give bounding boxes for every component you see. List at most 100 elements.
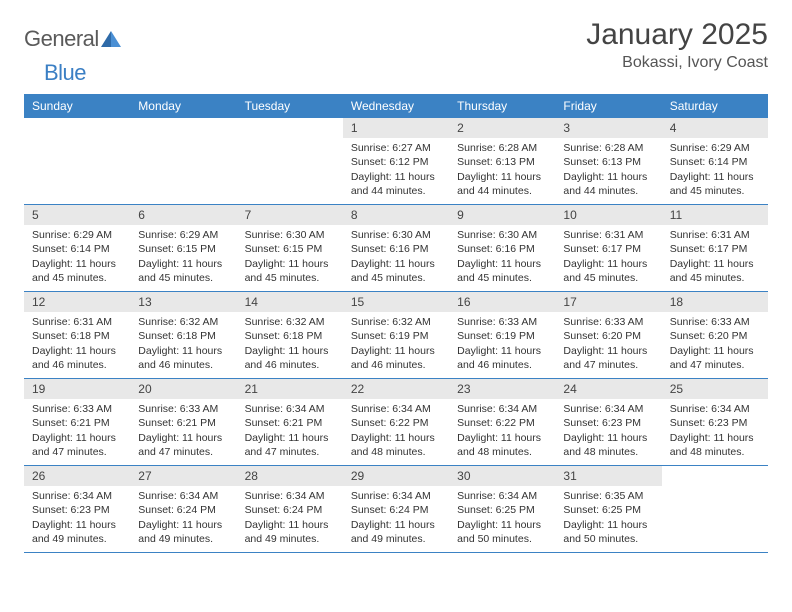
sunset-text: Sunset: 6:24 PM [245,503,335,517]
sunset-text: Sunset: 6:12 PM [351,155,441,169]
sunrise-text: Sunrise: 6:31 AM [563,228,653,242]
daylight-text: Daylight: 11 hours and 50 minutes. [563,518,653,546]
sunrise-text: Sunrise: 6:34 AM [245,402,335,416]
sunrise-text: Sunrise: 6:34 AM [32,489,122,503]
brand-logo: General [24,18,123,52]
sunset-text: Sunset: 6:18 PM [245,329,335,343]
weeks-container: 1Sunrise: 6:27 AMSunset: 6:12 PMDaylight… [24,118,768,553]
day-header: Thursday [449,94,555,118]
daylight-text: Daylight: 11 hours and 45 minutes. [670,170,760,198]
day-number: 31 [555,466,661,486]
calendar-cell: 12Sunrise: 6:31 AMSunset: 6:18 PMDayligh… [24,292,130,378]
cell-body: Sunrise: 6:32 AMSunset: 6:19 PMDaylight:… [343,312,449,378]
sunrise-text: Sunrise: 6:29 AM [32,228,122,242]
sunrise-text: Sunrise: 6:33 AM [563,315,653,329]
sunset-text: Sunset: 6:25 PM [563,503,653,517]
day-header: Sunday [24,94,130,118]
sunset-text: Sunset: 6:17 PM [563,242,653,256]
sunrise-text: Sunrise: 6:34 AM [351,402,441,416]
day-number: 21 [237,379,343,399]
cell-body: Sunrise: 6:34 AMSunset: 6:25 PMDaylight:… [449,486,555,552]
calendar-cell: 2Sunrise: 6:28 AMSunset: 6:13 PMDaylight… [449,118,555,204]
daylight-text: Daylight: 11 hours and 45 minutes. [670,257,760,285]
day-number: 20 [130,379,236,399]
sunrise-text: Sunrise: 6:34 AM [138,489,228,503]
cell-body: Sunrise: 6:33 AMSunset: 6:21 PMDaylight:… [130,399,236,465]
day-number: 8 [343,205,449,225]
sunrise-text: Sunrise: 6:33 AM [670,315,760,329]
daylight-text: Daylight: 11 hours and 47 minutes. [138,431,228,459]
sunrise-text: Sunrise: 6:31 AM [670,228,760,242]
cell-body: Sunrise: 6:34 AMSunset: 6:23 PMDaylight:… [24,486,130,552]
calendar-cell: 21Sunrise: 6:34 AMSunset: 6:21 PMDayligh… [237,379,343,465]
daylight-text: Daylight: 11 hours and 46 minutes. [245,344,335,372]
calendar-cell: 1Sunrise: 6:27 AMSunset: 6:12 PMDaylight… [343,118,449,204]
calendar-cell-empty [237,118,343,204]
calendar-cell: 25Sunrise: 6:34 AMSunset: 6:23 PMDayligh… [662,379,768,465]
day-header: Wednesday [343,94,449,118]
calendar-cell: 4Sunrise: 6:29 AMSunset: 6:14 PMDaylight… [662,118,768,204]
cell-body: Sunrise: 6:34 AMSunset: 6:23 PMDaylight:… [555,399,661,465]
calendar-cell: 17Sunrise: 6:33 AMSunset: 6:20 PMDayligh… [555,292,661,378]
sunrise-text: Sunrise: 6:34 AM [563,402,653,416]
sunrise-text: Sunrise: 6:33 AM [32,402,122,416]
daylight-text: Daylight: 11 hours and 44 minutes. [351,170,441,198]
calendar-cell: 24Sunrise: 6:34 AMSunset: 6:23 PMDayligh… [555,379,661,465]
sunrise-text: Sunrise: 6:29 AM [138,228,228,242]
daylight-text: Daylight: 11 hours and 48 minutes. [563,431,653,459]
day-number: 26 [24,466,130,486]
calendar-cell-empty [130,118,236,204]
daylight-text: Daylight: 11 hours and 47 minutes. [32,431,122,459]
daylight-text: Daylight: 11 hours and 45 minutes. [32,257,122,285]
day-number: 6 [130,205,236,225]
sunset-text: Sunset: 6:23 PM [563,416,653,430]
daylight-text: Daylight: 11 hours and 49 minutes. [351,518,441,546]
daylight-text: Daylight: 11 hours and 46 minutes. [138,344,228,372]
daylight-text: Daylight: 11 hours and 46 minutes. [32,344,122,372]
daylight-text: Daylight: 11 hours and 48 minutes. [670,431,760,459]
day-number: 11 [662,205,768,225]
calendar-cell: 30Sunrise: 6:34 AMSunset: 6:25 PMDayligh… [449,466,555,552]
triangle-icon [101,31,121,47]
sunrise-text: Sunrise: 6:30 AM [457,228,547,242]
day-number: 23 [449,379,555,399]
daylight-text: Daylight: 11 hours and 44 minutes. [457,170,547,198]
calendar-cell: 23Sunrise: 6:34 AMSunset: 6:22 PMDayligh… [449,379,555,465]
location-text: Bokassi, Ivory Coast [586,54,768,72]
daylight-text: Daylight: 11 hours and 48 minutes. [457,431,547,459]
day-number: 17 [555,292,661,312]
calendar-cell: 11Sunrise: 6:31 AMSunset: 6:17 PMDayligh… [662,205,768,291]
day-number: 30 [449,466,555,486]
calendar-week: 1Sunrise: 6:27 AMSunset: 6:12 PMDaylight… [24,118,768,205]
sunset-text: Sunset: 6:20 PM [670,329,760,343]
calendar-week: 19Sunrise: 6:33 AMSunset: 6:21 PMDayligh… [24,379,768,466]
calendar-cell: 20Sunrise: 6:33 AMSunset: 6:21 PMDayligh… [130,379,236,465]
daylight-text: Daylight: 11 hours and 45 minutes. [138,257,228,285]
sunset-text: Sunset: 6:14 PM [32,242,122,256]
sunrise-text: Sunrise: 6:34 AM [457,489,547,503]
sunset-text: Sunset: 6:19 PM [351,329,441,343]
calendar-cell: 14Sunrise: 6:32 AMSunset: 6:18 PMDayligh… [237,292,343,378]
cell-body: Sunrise: 6:34 AMSunset: 6:23 PMDaylight:… [662,399,768,465]
calendar-cell: 27Sunrise: 6:34 AMSunset: 6:24 PMDayligh… [130,466,236,552]
calendar-week: 5Sunrise: 6:29 AMSunset: 6:14 PMDaylight… [24,205,768,292]
sunset-text: Sunset: 6:16 PM [351,242,441,256]
cell-body: Sunrise: 6:34 AMSunset: 6:24 PMDaylight:… [343,486,449,552]
calendar-cell: 16Sunrise: 6:33 AMSunset: 6:19 PMDayligh… [449,292,555,378]
sunset-text: Sunset: 6:15 PM [138,242,228,256]
cell-body: Sunrise: 6:35 AMSunset: 6:25 PMDaylight:… [555,486,661,552]
daylight-text: Daylight: 11 hours and 45 minutes. [457,257,547,285]
day-number: 3 [555,118,661,138]
sunrise-text: Sunrise: 6:28 AM [457,141,547,155]
daylight-text: Daylight: 11 hours and 47 minutes. [245,431,335,459]
daylight-text: Daylight: 11 hours and 49 minutes. [32,518,122,546]
sunset-text: Sunset: 6:20 PM [563,329,653,343]
day-number: 1 [343,118,449,138]
sunset-text: Sunset: 6:23 PM [670,416,760,430]
daylight-text: Daylight: 11 hours and 50 minutes. [457,518,547,546]
day-number: 5 [24,205,130,225]
calendar-cell: 26Sunrise: 6:34 AMSunset: 6:23 PMDayligh… [24,466,130,552]
brand-name-suffix: Blue [44,60,86,85]
cell-body: Sunrise: 6:33 AMSunset: 6:21 PMDaylight:… [24,399,130,465]
sunrise-text: Sunrise: 6:32 AM [351,315,441,329]
